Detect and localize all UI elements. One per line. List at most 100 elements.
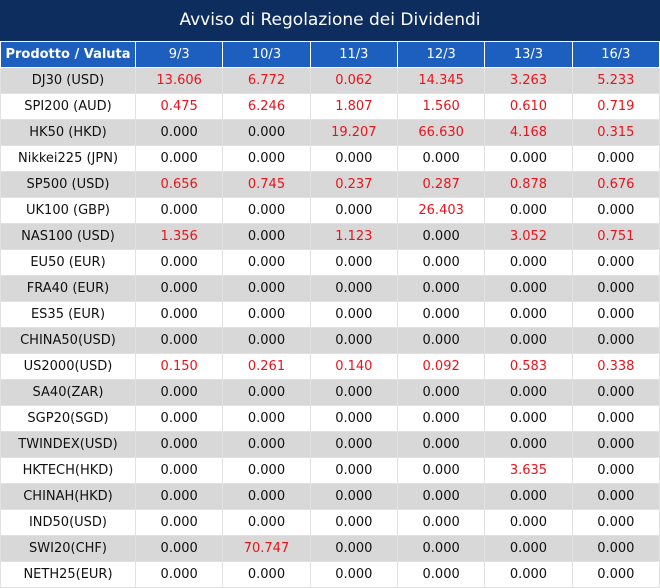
table-row: DJ30 (USD) 13.606 6.772 0.062 14.345 3.263 5.2… <box>0 67 660 94</box>
value-cell: 0.000 <box>571 249 660 276</box>
header-row: Prodotto / Valuta 9/3 10/3 11/3 12/3 13/3 16/3 <box>0 41 660 68</box>
value-cell: 26.403 <box>396 197 486 224</box>
value-cell: 0.062 <box>309 67 398 94</box>
value-cell: 0.719 <box>571 93 660 120</box>
product-cell: SPI200 (AUD) <box>0 93 136 120</box>
value-cell: 0.000 <box>222 405 311 432</box>
value-cell: 0.000 <box>134 561 224 588</box>
header-product: Prodotto / Valuta <box>0 41 136 68</box>
value-cell: 0.656 <box>134 171 224 198</box>
value-cell: 0.000 <box>396 301 486 328</box>
value-cell: 0.000 <box>134 457 224 484</box>
table-row: NAS100 (USD) 1.356 0.000 1.123 0.000 3.052 0.7… <box>0 223 660 250</box>
table-row: HK50 (HKD) 0.000 0.000 19.207 66.630 4.168 0.3… <box>0 119 660 146</box>
value-cell: 0.000 <box>396 509 486 536</box>
value-cell: 0.751 <box>571 223 660 250</box>
value-cell: 0.000 <box>309 379 398 406</box>
value-cell: 0.000 <box>484 197 573 224</box>
value-cell: 0.000 <box>134 119 224 146</box>
value-cell: 0.000 <box>134 327 224 354</box>
value-cell: 0.000 <box>571 509 660 536</box>
value-cell: 0.000 <box>222 145 311 172</box>
table-row: NETH25(EUR) 0.000 0.000 0.000 0.000 0.000 0.00… <box>0 561 660 588</box>
value-cell: 0.000 <box>571 301 660 328</box>
value-cell: 0.092 <box>396 353 486 380</box>
product-cell: SWI20(CHF) <box>0 535 136 562</box>
value-cell: 0.000 <box>571 379 660 406</box>
value-cell: 19.207 <box>309 119 398 146</box>
value-cell: 0.000 <box>222 223 311 250</box>
value-cell: 0.000 <box>396 561 486 588</box>
table-row: UK100 (GBP) 0.000 0.000 0.000 26.403 0.000 0.0… <box>0 197 660 224</box>
value-cell: 0.000 <box>222 379 311 406</box>
value-cell: 0.000 <box>134 145 224 172</box>
product-cell: SA40(ZAR) <box>0 379 136 406</box>
value-cell: 0.000 <box>222 301 311 328</box>
product-cell: IND50(USD) <box>0 509 136 536</box>
value-cell: 6.246 <box>222 93 311 120</box>
table-row: SWI20(CHF) 0.000 70.747 0.000 0.000 0.000 0.00… <box>0 535 660 562</box>
product-cell: SP500 (USD) <box>0 171 136 198</box>
table-row: EU50 (EUR) 0.000 0.000 0.000 0.000 0.000 0.000 <box>0 249 660 276</box>
value-cell: 0.000 <box>222 275 311 302</box>
value-cell: 0.000 <box>571 275 660 302</box>
table-row: IND50(USD) 0.000 0.000 0.000 0.000 0.000 0.000 <box>0 509 660 536</box>
value-cell: 0.000 <box>134 509 224 536</box>
product-cell: SGP20(SGD) <box>0 405 136 432</box>
value-cell: 0.315 <box>571 119 660 146</box>
table-row: SGP20(SGD) 0.000 0.000 0.000 0.000 0.000 0.000 <box>0 405 660 432</box>
value-cell: 0.475 <box>134 93 224 120</box>
value-cell: 0.000 <box>571 431 660 458</box>
value-cell: 0.000 <box>134 301 224 328</box>
value-cell: 0.000 <box>134 275 224 302</box>
value-cell: 0.583 <box>484 353 573 380</box>
value-cell: 0.000 <box>396 249 486 276</box>
value-cell: 0.000 <box>222 483 311 510</box>
product-cell: EU50 (EUR) <box>0 249 136 276</box>
value-cell: 0.287 <box>396 171 486 198</box>
table-row: SPI200 (AUD) 0.475 6.246 1.807 1.560 0.610 0.7… <box>0 93 660 120</box>
product-cell: FRA40 (EUR) <box>0 275 136 302</box>
value-cell: 0.000 <box>222 197 311 224</box>
value-cell: 6.772 <box>222 67 311 94</box>
table-row: CHINAH(HKD) 0.000 0.000 0.000 0.000 0.000 0.00… <box>0 483 660 510</box>
value-cell: 0.261 <box>222 353 311 380</box>
value-cell: 0.000 <box>484 431 573 458</box>
value-cell: 0.000 <box>571 197 660 224</box>
value-cell: 1.356 <box>134 223 224 250</box>
value-cell: 0.000 <box>222 119 311 146</box>
value-cell: 0.000 <box>309 431 398 458</box>
value-cell: 0.000 <box>396 405 486 432</box>
value-cell: 0.000 <box>222 561 311 588</box>
value-cell: 3.263 <box>484 67 573 94</box>
value-cell: 14.345 <box>396 67 486 94</box>
value-cell: 0.000 <box>309 535 398 562</box>
product-cell: TWINDEX(USD) <box>0 431 136 458</box>
value-cell: 4.168 <box>484 119 573 146</box>
value-cell: 0.000 <box>134 379 224 406</box>
value-cell: 0.000 <box>484 535 573 562</box>
value-cell: 0.000 <box>309 405 398 432</box>
value-cell: 0.000 <box>396 275 486 302</box>
product-cell: Nikkei225 (JPN) <box>0 145 136 172</box>
value-cell: 0.140 <box>309 353 398 380</box>
product-cell: CHINA50(USD) <box>0 327 136 354</box>
value-cell: 0.000 <box>134 431 224 458</box>
value-cell: 0.000 <box>222 249 311 276</box>
value-cell: 0.000 <box>222 457 311 484</box>
header-date: 9/3 <box>134 41 224 68</box>
value-cell: 5.233 <box>571 67 660 94</box>
value-cell: 0.000 <box>484 483 573 510</box>
value-cell: 0.000 <box>484 405 573 432</box>
value-cell: 0.000 <box>309 327 398 354</box>
value-cell: 0.745 <box>222 171 311 198</box>
value-cell: 0.000 <box>309 301 398 328</box>
table-row: CHINA50(USD) 0.000 0.000 0.000 0.000 0.000 0.0… <box>0 327 660 354</box>
value-cell: 0.000 <box>309 457 398 484</box>
value-cell: 66.630 <box>396 119 486 146</box>
header-date: 13/3 <box>484 41 573 68</box>
value-cell: 0.000 <box>396 379 486 406</box>
value-cell: 0.000 <box>309 275 398 302</box>
value-cell: 0.000 <box>571 535 660 562</box>
